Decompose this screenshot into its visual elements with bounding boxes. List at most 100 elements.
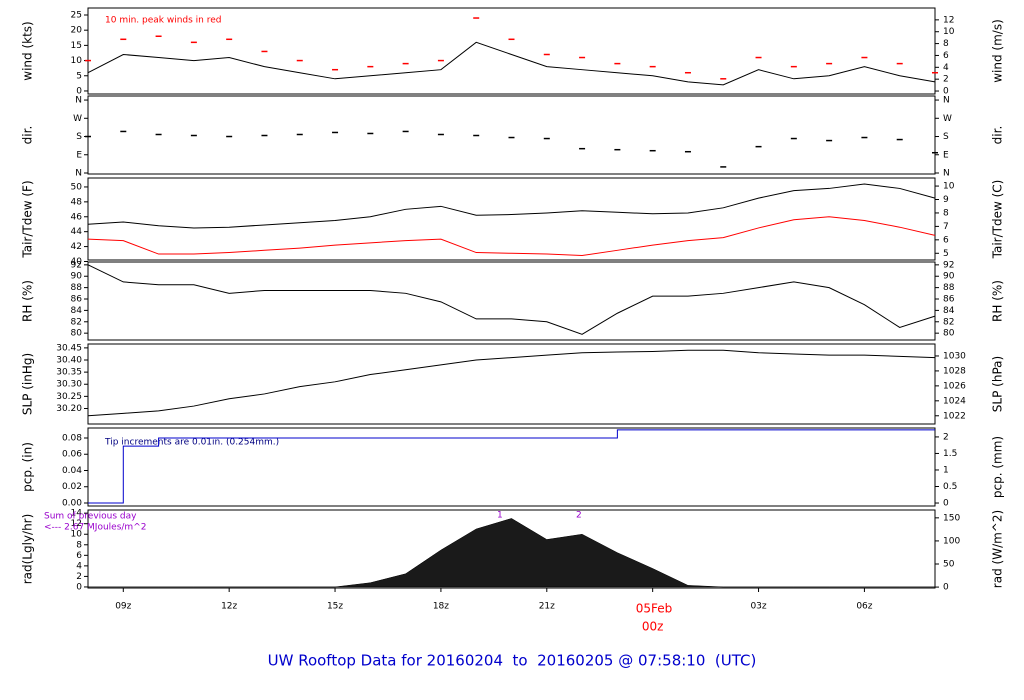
y-tick-label: 30.25 xyxy=(56,392,82,402)
y2-tick-label: 1024 xyxy=(943,396,966,406)
y2-axis-label: RH (%) xyxy=(991,280,1005,322)
y2-axis-label: wind (m/s) xyxy=(991,19,1005,83)
annotation: 2 xyxy=(576,511,582,521)
annotation: Sum of previous day xyxy=(44,512,137,522)
y2-tick-label: 10 xyxy=(943,182,955,192)
data-line xyxy=(88,429,935,504)
y2-axis-label: Tair/Tdew (C) xyxy=(991,180,1005,260)
panel-frame xyxy=(87,343,936,425)
y-tick-label: S xyxy=(76,132,82,142)
y-tick-label: 44 xyxy=(71,227,83,237)
y-tick-label: 80 xyxy=(71,329,83,339)
y-tick-label: E xyxy=(76,150,82,160)
y-tick-label: 6 xyxy=(76,551,82,561)
y2-tick-label: 10 xyxy=(943,27,955,37)
y-axis-label: Tair/Tdew (F) xyxy=(21,180,35,258)
y2-tick-label: 9 xyxy=(943,195,949,205)
y-tick-label: 30.20 xyxy=(56,404,82,414)
x-tick-label: 06z xyxy=(856,602,872,612)
chart-title: UW Rooftop Data for 20160204 to 20160205… xyxy=(268,652,757,670)
y2-tick-label: N xyxy=(943,96,950,106)
y-tick-label: 20 xyxy=(71,26,83,36)
y2-axis-label: SLP (hPa) xyxy=(991,356,1005,412)
y2-tick-label: E xyxy=(943,150,949,160)
y-axis-label: SLP (inHg) xyxy=(21,353,35,415)
annotation: Tip increments are 0.01in. (0.254mm.) xyxy=(104,438,279,448)
y-axis-label: dir. xyxy=(21,126,35,145)
y-tick-label: 40 xyxy=(71,257,83,267)
x-tick-label: 18z xyxy=(433,602,449,612)
data-line xyxy=(87,349,936,417)
y2-tick-label: 0 xyxy=(943,583,949,593)
y-tick-label: 0.06 xyxy=(62,450,82,460)
y-tick-label: 0.02 xyxy=(62,482,82,492)
data-line xyxy=(87,264,936,335)
y-tick-label: 48 xyxy=(71,197,83,207)
panel-frame xyxy=(87,261,936,341)
y2-tick-label: 6 xyxy=(943,235,949,245)
y2-tick-label: 8 xyxy=(943,208,949,218)
y-tick-label: 4 xyxy=(76,561,82,571)
y2-axis-label: dir. xyxy=(991,126,1005,145)
y-tick-label: 46 xyxy=(71,212,83,222)
y2-tick-label: 50 xyxy=(943,560,955,570)
y2-tick-label: 2 xyxy=(943,432,949,442)
x-tick-label: 12z xyxy=(221,602,237,612)
y-tick-label: 10 xyxy=(71,530,83,540)
y-tick-label: 30.45 xyxy=(56,343,82,353)
y-tick-label: 90 xyxy=(71,272,83,282)
panel-frame xyxy=(87,177,936,261)
x-tick-label: 15z xyxy=(327,602,343,612)
y2-tick-label: 0 xyxy=(943,87,949,97)
y2-tick-label: 8 xyxy=(943,39,949,49)
y-tick-label: 30.30 xyxy=(56,380,82,390)
panel-frame xyxy=(87,427,936,507)
y2-tick-label: 150 xyxy=(943,513,960,523)
y2-tick-label: 82 xyxy=(943,317,954,327)
y-tick-label: 50 xyxy=(71,182,83,192)
y-tick-label: W xyxy=(73,114,82,124)
y-tick-label: 30.35 xyxy=(56,368,82,378)
y-tick-label: 15 xyxy=(71,41,82,51)
y-tick-label: 0.00 xyxy=(62,498,82,508)
y-tick-label: 82 xyxy=(71,317,82,327)
y2-tick-label: 1026 xyxy=(943,381,966,391)
y2-tick-label: 12 xyxy=(943,15,954,25)
y2-tick-label: 1 xyxy=(943,465,949,475)
annotation: 1 xyxy=(497,511,503,521)
y2-tick-label: 1022 xyxy=(943,411,966,421)
x-tick-label: 21z xyxy=(539,602,555,612)
y-tick-label: 25 xyxy=(71,10,82,20)
y-tick-label: N xyxy=(75,168,82,178)
x-tick-label: 03z xyxy=(750,602,766,612)
y2-tick-label: 88 xyxy=(943,283,955,293)
y-tick-label: 86 xyxy=(71,295,83,305)
x-tick-label: 00z xyxy=(642,620,664,634)
y2-tick-label: W xyxy=(943,114,952,124)
y-axis-label: rad(Lgly/hr) xyxy=(21,514,35,585)
annotation: 10 min. peak winds in red xyxy=(105,16,222,26)
y-tick-label: 42 xyxy=(71,242,82,252)
y2-axis-label: pcp. (mm) xyxy=(991,436,1005,498)
y2-tick-label: 100 xyxy=(943,536,960,546)
y-tick-label: 0 xyxy=(76,86,82,96)
y-tick-label: 2 xyxy=(76,572,82,582)
y2-tick-label: S xyxy=(943,132,949,142)
data-area xyxy=(88,518,935,588)
y2-tick-label: 1028 xyxy=(943,366,966,376)
y2-tick-label: 92 xyxy=(943,260,954,270)
y-tick-label: 14 xyxy=(71,509,83,519)
y-tick-label: 84 xyxy=(71,306,83,316)
y2-tick-label: 2 xyxy=(943,75,949,85)
y2-axis-label: rad (W/m^2) xyxy=(991,510,1005,588)
y-axis-label: wind (kts) xyxy=(21,21,35,80)
y-tick-label: 92 xyxy=(71,260,82,270)
data-line xyxy=(87,41,936,86)
y2-tick-label: 5 xyxy=(943,249,949,259)
y-tick-label: 0.04 xyxy=(62,466,82,476)
y2-tick-label: 84 xyxy=(943,306,955,316)
panel-frame xyxy=(87,509,936,589)
y2-tick-label: 4 xyxy=(943,63,949,73)
